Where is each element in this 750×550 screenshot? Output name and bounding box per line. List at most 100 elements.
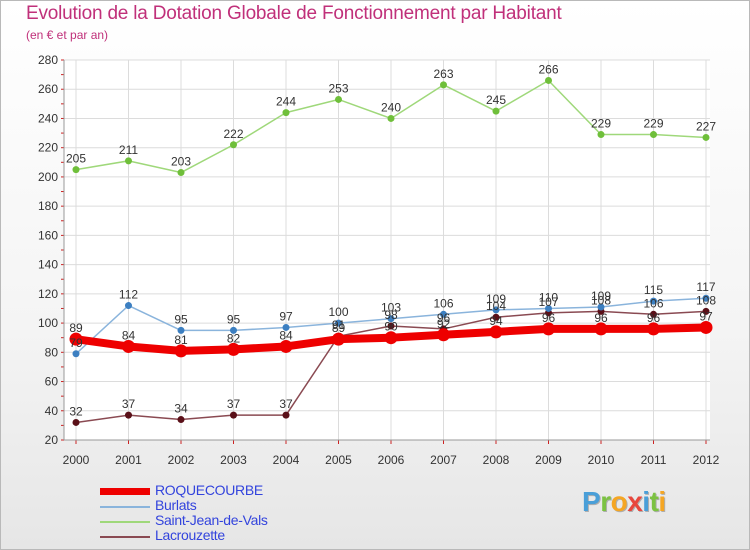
data-point-saint-jean-de-vals xyxy=(650,131,657,139)
x-tick-label: 2000 xyxy=(63,453,90,467)
data-point-saint-jean-de-vals xyxy=(282,109,290,117)
data-label-saint-jean-de-vals: 222 xyxy=(223,127,243,141)
data-point-roquecourbe xyxy=(699,320,713,334)
plot-area xyxy=(64,60,710,440)
logo-letter: r xyxy=(600,486,611,517)
data-point-roquecourbe xyxy=(647,322,660,336)
data-point-roquecourbe xyxy=(279,339,293,353)
data-point-burlats xyxy=(702,294,710,302)
y-tick-label: 120 xyxy=(38,287,58,301)
data-label-saint-jean-de-vals: 263 xyxy=(433,67,453,81)
data-point-burlats xyxy=(650,297,657,305)
x-tick-label: 2006 xyxy=(378,453,405,467)
y-tick-label: 280 xyxy=(38,53,58,67)
data-point-saint-jean-de-vals xyxy=(72,166,80,174)
data-label-burlats: 97 xyxy=(279,309,293,323)
legend-swatch xyxy=(100,488,150,495)
data-point-roquecourbe xyxy=(69,332,83,346)
data-point-burlats xyxy=(545,304,552,312)
x-tick-label: 2002 xyxy=(168,453,195,467)
data-point-lacrouzette xyxy=(282,411,290,419)
data-label-roquecourbe: 90 xyxy=(384,320,398,334)
chart-subtitle: (en € et par an) xyxy=(26,28,109,42)
legend-label: Saint-Jean-de-Vals xyxy=(155,512,268,528)
y-tick-label: 80 xyxy=(45,345,59,359)
data-point-saint-jean-de-vals xyxy=(177,169,185,177)
data-label-burlats: 79 xyxy=(69,336,83,350)
data-label-burlats: 110 xyxy=(539,290,558,304)
data-point-burlats xyxy=(597,303,605,311)
data-label-lacrouzette: 37 xyxy=(227,397,241,411)
data-point-roquecourbe xyxy=(384,331,398,345)
data-point-saint-jean-de-vals xyxy=(335,95,342,103)
data-point-saint-jean-de-vals xyxy=(545,76,552,84)
data-label-roquecourbe: 89 xyxy=(69,321,83,335)
data-point-burlats xyxy=(72,350,80,358)
data-label-lacrouzette: 37 xyxy=(122,397,136,411)
data-point-burlats xyxy=(492,306,500,314)
data-label-lacrouzette: 37 xyxy=(279,397,293,411)
data-label-saint-jean-de-vals: 205 xyxy=(66,152,86,166)
data-label-saint-jean-de-vals: 244 xyxy=(276,95,296,109)
y-tick-label: 60 xyxy=(45,375,59,389)
data-label-burlats: 106 xyxy=(433,296,453,310)
data-label-roquecourbe: 94 xyxy=(489,314,503,328)
data-label-saint-jean-de-vals: 229 xyxy=(591,117,611,131)
data-label-saint-jean-de-vals: 227 xyxy=(696,119,716,133)
data-label-roquecourbe: 81 xyxy=(174,333,188,347)
logo-letter: x xyxy=(627,486,643,517)
data-point-saint-jean-de-vals xyxy=(440,81,447,89)
x-tick-label: 2008 xyxy=(483,453,510,467)
data-label-roquecourbe: 96 xyxy=(542,311,556,325)
data-labels: 89 84 81 82 84 89 90 92 94 96 96 96 97 79 112 95 95 97 100… xyxy=(66,62,716,418)
x-tick-label: 2009 xyxy=(535,453,562,467)
data-label-burlats: 100 xyxy=(328,305,348,319)
axes: 20 40 60 80 100 120 140 160 180 200 220 240 260 280 20… xyxy=(38,53,720,467)
y-tick-label: 200 xyxy=(38,170,58,184)
data-label-lacrouzette: 108 xyxy=(591,293,611,307)
legend-label: Burlats xyxy=(155,497,197,513)
data-label-lacrouzette: 34 xyxy=(174,402,188,416)
y-tick-label: 180 xyxy=(38,199,58,213)
y-tick-label: 140 xyxy=(38,258,58,272)
data-label-roquecourbe: 96 xyxy=(594,311,608,325)
data-point-lacrouzette xyxy=(125,411,132,419)
logo-letter: o xyxy=(610,486,628,517)
data-point-roquecourbe xyxy=(332,332,345,346)
legend-swatch xyxy=(100,521,150,523)
data-label-saint-jean-de-vals: 203 xyxy=(171,155,191,169)
legend-label: ROQUECOURBE xyxy=(155,482,263,498)
data-label-saint-jean-de-vals: 253 xyxy=(328,81,348,95)
x-tick-label: 2004 xyxy=(273,453,300,467)
data-point-lacrouzette xyxy=(650,310,657,318)
x-tick-label: 2005 xyxy=(325,453,352,467)
data-label-lacrouzette: 106 xyxy=(643,296,663,310)
data-label-roquecourbe: 89 xyxy=(332,321,346,335)
data-point-lacrouzette xyxy=(387,322,395,330)
data-label-saint-jean-de-vals: 229 xyxy=(643,117,663,131)
data-label-roquecourbe: 84 xyxy=(122,328,136,342)
y-tick-label: 40 xyxy=(45,404,59,418)
y-tick-label: 240 xyxy=(38,111,58,125)
data-point-roquecourbe xyxy=(437,328,450,342)
data-point-burlats xyxy=(125,302,132,310)
legend-swatch xyxy=(100,506,150,508)
data-label-lacrouzette: 108 xyxy=(696,293,716,307)
data-point-burlats xyxy=(282,323,290,331)
proxiti-logo: Proxiti xyxy=(582,486,666,518)
data-label-burlats: 117 xyxy=(696,280,715,294)
x-tick-label: 2010 xyxy=(588,453,615,467)
y-tick-label: 160 xyxy=(38,228,58,242)
data-point-burlats xyxy=(335,319,342,327)
logo-letter: t xyxy=(649,486,659,517)
x-tick-label: 2003 xyxy=(220,453,247,467)
y-tick-label: 20 xyxy=(45,433,59,447)
data-label-lacrouzette: 107 xyxy=(538,295,558,309)
legend-label: Lacrouzette xyxy=(155,527,225,543)
y-tick-label: 220 xyxy=(38,141,58,155)
data-point-roquecourbe xyxy=(227,342,240,356)
data-label-saint-jean-de-vals: 245 xyxy=(486,93,506,107)
data-label-lacrouzette: 104 xyxy=(486,299,506,313)
chart-title: Evolution de la Dotation Globale de Fonc… xyxy=(26,3,562,24)
